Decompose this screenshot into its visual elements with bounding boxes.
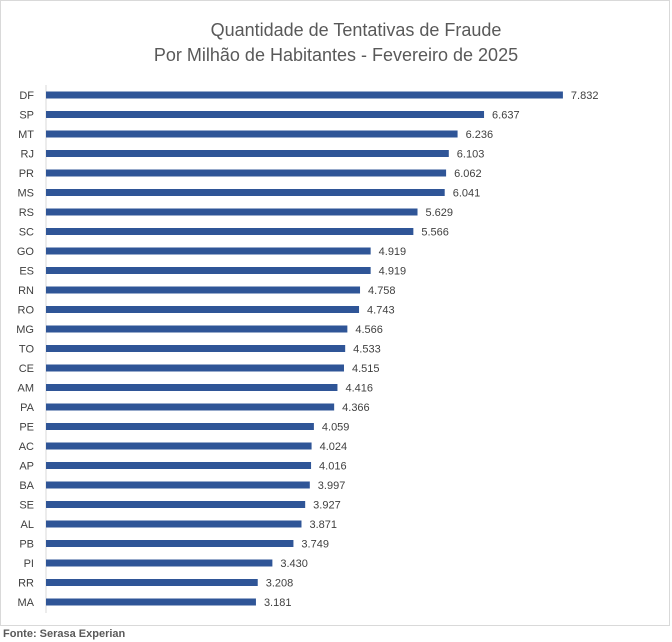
bar: [46, 111, 485, 118]
data-label: 4.059: [322, 422, 350, 434]
data-label: 3.871: [309, 519, 337, 531]
data-label: 3.749: [301, 539, 329, 551]
bar: [46, 169, 447, 177]
bar: [46, 559, 273, 567]
bar: [46, 325, 348, 333]
data-label: 4.566: [355, 324, 383, 336]
bar: [46, 345, 346, 352]
bar: [46, 286, 361, 294]
category-label: MG: [16, 324, 34, 336]
bar: [46, 267, 371, 274]
data-label: 3.181: [264, 597, 292, 609]
bar-chart: Quantidade de Tentativas de Fraude Por M…: [16, 20, 598, 613]
category-label: ES: [19, 266, 34, 278]
data-label: 4.366: [342, 402, 370, 414]
bar: [46, 130, 458, 138]
category-label: RJ: [21, 149, 34, 161]
category-label: SC: [19, 227, 34, 239]
category-label: PA: [20, 402, 35, 414]
chart-title-line-1: Quantidade de Tentativas de Fraude: [211, 20, 502, 40]
data-label: 4.919: [379, 246, 407, 258]
bar: [46, 189, 445, 196]
bar: [46, 364, 344, 372]
data-label: 7.832: [571, 90, 599, 102]
category-label: MS: [18, 188, 35, 200]
category-label: PB: [19, 539, 34, 551]
category-label: TO: [19, 344, 35, 356]
category-label: AL: [21, 519, 34, 531]
chart-frame: Quantidade de Tentativas de Fraude Por M…: [0, 0, 670, 626]
data-label: 6.062: [454, 168, 482, 180]
bar: [46, 598, 256, 606]
data-label: 4.024: [320, 441, 348, 453]
category-label: GO: [17, 246, 35, 258]
data-label: 5.629: [426, 207, 454, 219]
category-label: MA: [18, 597, 35, 609]
data-label: 4.919: [379, 266, 407, 278]
data-label: 6.637: [492, 110, 520, 122]
bar: [46, 150, 449, 157]
category-label: PR: [19, 168, 34, 180]
data-label: 3.208: [266, 578, 294, 590]
bar: [46, 520, 302, 528]
data-label: 4.416: [345, 383, 373, 395]
category-label: MT: [18, 129, 34, 141]
category-label: PE: [19, 422, 34, 434]
category-label: RR: [18, 578, 34, 590]
bar: [46, 208, 418, 216]
data-label: 3.430: [280, 558, 308, 570]
bar: [46, 306, 360, 313]
data-label: 6.041: [453, 188, 481, 200]
bar: [46, 501, 306, 508]
category-label: RO: [18, 305, 35, 317]
category-label: AP: [19, 461, 34, 473]
category-label: PI: [24, 558, 34, 570]
category-label: DF: [19, 90, 34, 102]
source-note: Fonte: Serasa Experian: [3, 628, 126, 640]
bar: [46, 579, 258, 586]
bar: [46, 481, 310, 489]
category-label: BA: [19, 480, 34, 492]
data-label: 5.566: [421, 227, 449, 239]
category-label: AM: [18, 383, 35, 395]
bar: [46, 423, 314, 430]
data-label: 6.103: [457, 149, 485, 161]
bar: [46, 403, 335, 411]
category-label: RS: [19, 207, 34, 219]
data-label: 4.743: [367, 305, 395, 317]
data-label: 3.927: [313, 500, 341, 512]
data-label: 6.236: [466, 129, 494, 141]
category-label: AC: [19, 441, 34, 453]
category-label: SP: [19, 110, 34, 122]
bar: [46, 91, 563, 99]
category-label: SE: [19, 500, 34, 512]
bar: [46, 384, 338, 391]
data-label: 4.016: [319, 461, 347, 473]
bar: [46, 247, 371, 255]
bars-layer: DF 7.832 SP 6.637 MT 6.236 RJ 6.103 PR 6.062 MS 6.0…: [16, 90, 598, 609]
data-label: 3.997: [318, 480, 346, 492]
category-label: CE: [19, 363, 34, 375]
data-label: 4.533: [353, 344, 381, 356]
bar: [46, 442, 312, 450]
chart-title-line-2: Por Milhão de Habitantes - Fevereiro de …: [154, 45, 518, 65]
category-label: RN: [18, 285, 34, 297]
bar: [46, 228, 414, 235]
data-label: 4.515: [352, 363, 380, 375]
bar: [46, 540, 294, 547]
data-label: 4.758: [368, 285, 396, 297]
bar: [46, 462, 312, 469]
